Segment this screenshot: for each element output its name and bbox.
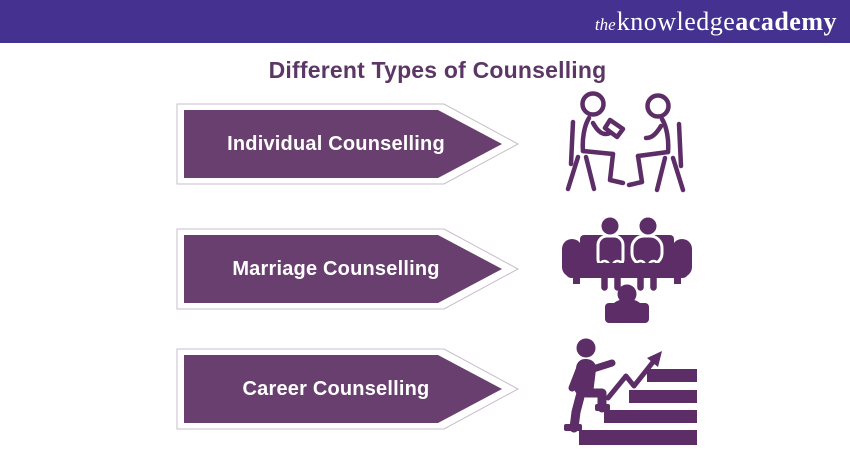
- banner-individual-counselling: Individual Counselling: [176, 101, 520, 187]
- banner-marriage-counselling: Marriage Counselling: [176, 226, 520, 312]
- logo-word-academy: academy: [735, 6, 837, 36]
- arrow-shape: [176, 348, 520, 430]
- banner-label: Marriage Counselling: [232, 257, 440, 280]
- page-title: Different Types of Counselling: [268, 57, 607, 83]
- banner-career-counselling: Career Counselling: [176, 346, 520, 432]
- logo-prefix: the: [594, 14, 616, 34]
- header-bar: the knowledge academy: [0, 0, 850, 43]
- individual-counselling-icon: [556, 90, 696, 200]
- career-counselling-icon: [552, 336, 700, 448]
- logo-word-knowledge: knowledge: [616, 6, 736, 36]
- banner-label: Individual Counselling: [227, 132, 445, 155]
- arrow-shape: [176, 228, 520, 310]
- banner-label: Career Counselling: [242, 377, 430, 400]
- marriage-counselling-icon: [560, 215, 694, 323]
- arrow-shape: [176, 103, 520, 185]
- knowledge-academy-logo: the knowledge academy: [594, 6, 837, 36]
